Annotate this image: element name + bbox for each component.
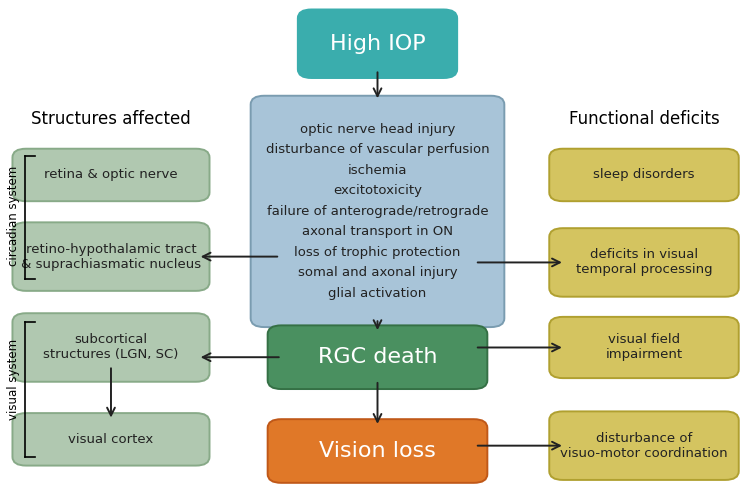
Text: visual cortex: visual cortex [69,433,153,446]
Text: optic nerve head injury
disturbance of vascular perfusion
ischemia
excitotoxicit: optic nerve head injury disturbance of v… [266,123,489,300]
Text: RGC death: RGC death [318,347,437,367]
Text: subcortical
structures (LGN, SC): subcortical structures (LGN, SC) [43,333,179,362]
FancyBboxPatch shape [12,149,210,201]
Text: visual field
impairment: visual field impairment [606,333,683,362]
Text: sleep disorders: sleep disorders [593,169,695,181]
Text: Vision loss: Vision loss [319,441,436,461]
FancyBboxPatch shape [267,419,488,483]
Text: disturbance of
visuo-motor coordination: disturbance of visuo-motor coordination [560,432,728,460]
FancyBboxPatch shape [12,413,210,466]
Text: visual system: visual system [7,339,20,419]
FancyBboxPatch shape [297,9,457,78]
FancyBboxPatch shape [12,223,210,291]
FancyBboxPatch shape [549,228,738,296]
Text: retina & optic nerve: retina & optic nerve [45,169,177,181]
Text: High IOP: High IOP [330,34,425,54]
Text: deficits in visual
temporal processing: deficits in visual temporal processing [576,248,712,277]
Text: Functional deficits: Functional deficits [569,110,720,128]
FancyBboxPatch shape [267,326,488,389]
FancyBboxPatch shape [12,313,210,382]
FancyBboxPatch shape [549,411,738,480]
FancyBboxPatch shape [549,317,738,378]
Text: retino-hypothalamic tract
& suprachiasmatic nucleus: retino-hypothalamic tract & suprachiasma… [21,243,201,271]
FancyBboxPatch shape [251,96,504,327]
FancyBboxPatch shape [549,149,738,201]
Text: Structures affected: Structures affected [31,110,191,128]
Text: circadian system: circadian system [7,166,20,266]
